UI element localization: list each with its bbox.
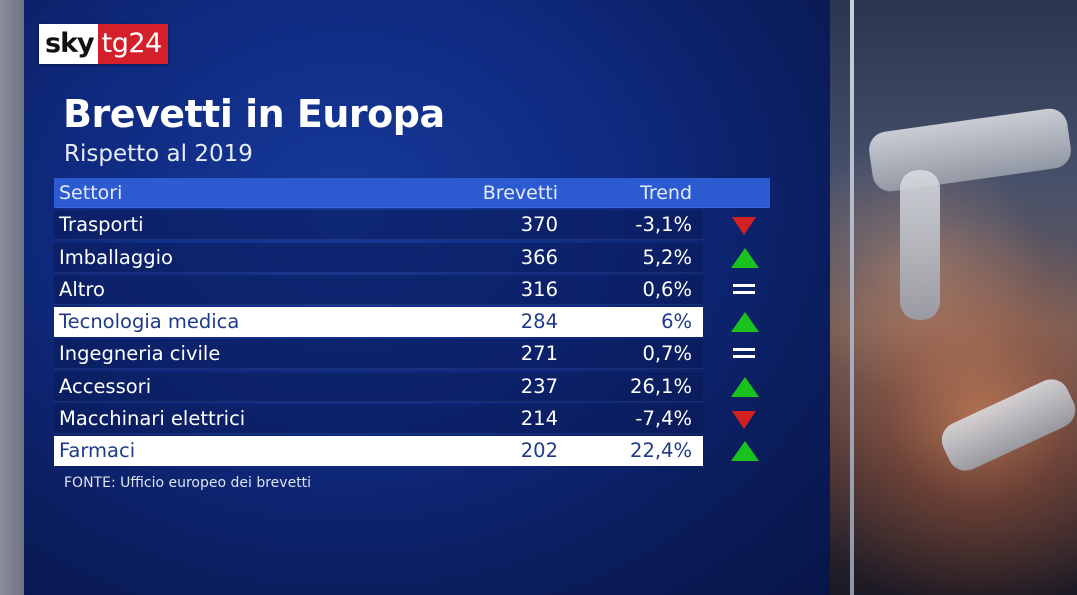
row-background — [54, 436, 703, 467]
table-header: Settori Brevetti Trend — [54, 178, 770, 208]
trend-up-icon-shape — [731, 441, 759, 462]
row-background — [54, 274, 703, 305]
trend-equal-icon — [729, 275, 759, 305]
trend-up-icon — [729, 436, 759, 466]
trend-cell: -7,4% — [635, 407, 692, 431]
photo-divider — [850, 0, 854, 595]
skytg24-logo: sky tg24 — [39, 24, 168, 64]
table-row: Macchinari elettrici 214 -7,4% — [54, 404, 770, 435]
page-subtitle: Rispetto al 2019 — [64, 141, 253, 167]
trend-down-icon-shape — [732, 411, 756, 430]
table-row: Tecnologia medica 284 6% — [54, 307, 770, 338]
table-row: Altro 316 0,6% — [54, 274, 770, 305]
robot-arm-shape — [935, 373, 1077, 477]
sector-cell: Imballaggio — [59, 245, 173, 269]
row-background — [54, 210, 703, 241]
robot-arm-shape — [866, 106, 1074, 194]
header-brevetti: Brevetti — [482, 182, 558, 204]
trend-equal-icon-shape — [733, 283, 755, 295]
row-background — [54, 339, 703, 370]
trend-up-icon-shape — [731, 247, 759, 268]
page-title: Brevetti in Europa — [63, 92, 445, 136]
patents-cell: 284 — [520, 310, 558, 334]
table-row: Farmaci 202 22,4% — [54, 436, 770, 467]
header-settori: Settori — [59, 182, 123, 204]
patents-table: Settori Brevetti Trend Trasporti 370 -3,1%… — [54, 178, 770, 469]
left-background — [0, 0, 24, 595]
header-background — [54, 178, 770, 208]
row-background — [54, 307, 703, 338]
trend-cell: 26,1% — [630, 374, 692, 398]
source-note: FONTE: Ufficio europeo dei brevetti — [64, 475, 312, 491]
trend-cell: 0,7% — [642, 342, 692, 366]
trend-up-icon — [729, 307, 759, 337]
patents-cell: 202 — [520, 439, 558, 463]
patents-cell: 370 — [520, 213, 558, 237]
sector-cell: Tecnologia medica — [59, 310, 240, 334]
trend-cell: 22,4% — [630, 439, 692, 463]
table-row: Ingegneria civile 271 0,7% — [54, 339, 770, 370]
logo-tg24-text: tg24 — [97, 24, 168, 64]
trend-equal-icon-shape — [733, 348, 755, 359]
patents-cell: 366 — [520, 245, 558, 269]
row-background — [54, 242, 703, 273]
patents-cell: 271 — [520, 342, 558, 366]
trend-up-icon-shape — [731, 376, 759, 397]
trend-cell: 0,6% — [642, 277, 692, 301]
trend-cell: 6% — [661, 310, 692, 334]
sector-cell: Macchinari elettrici — [59, 407, 246, 431]
trend-cell: 5,2% — [642, 245, 692, 269]
robot-arm-shape — [900, 170, 940, 320]
trend-down-icon — [729, 210, 759, 240]
sector-cell: Trasporti — [59, 213, 144, 237]
sector-cell: Ingegneria civile — [59, 342, 221, 366]
trend-up-icon-shape — [731, 312, 759, 333]
sector-cell: Accessori — [59, 374, 152, 398]
table-row: Trasporti 370 -3,1% — [54, 210, 770, 241]
patents-cell: 237 — [520, 374, 558, 398]
logo-sky-text: sky — [39, 24, 98, 64]
patents-cell: 316 — [520, 277, 558, 301]
trend-equal-icon — [729, 339, 759, 369]
sector-cell: Farmaci — [59, 439, 136, 463]
row-background — [54, 404, 703, 435]
table-row: Imballaggio 366 5,2% — [54, 242, 770, 273]
trend-cell: -3,1% — [635, 213, 692, 237]
patents-cell: 214 — [520, 407, 558, 431]
sector-cell: Altro — [59, 277, 105, 301]
table-row: Accessori 237 26,1% — [54, 371, 770, 402]
robot-arm-photo — [830, 0, 1077, 595]
trend-up-icon — [729, 372, 759, 402]
trend-up-icon — [729, 243, 759, 273]
header-trend: Trend — [640, 182, 692, 204]
trend-down-icon — [729, 404, 759, 434]
row-background — [54, 371, 703, 402]
trend-down-icon-shape — [732, 217, 756, 236]
